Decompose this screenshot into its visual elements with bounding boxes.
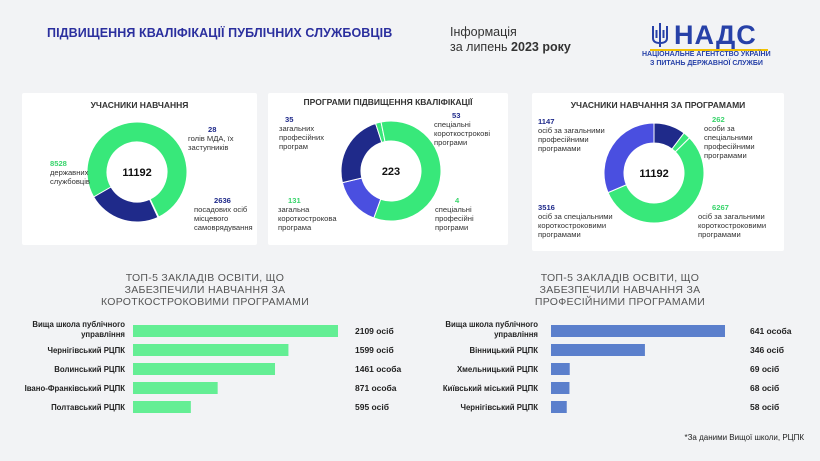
bar-category-label: Волинський РЦПК [54, 365, 125, 374]
bar-chart-title-professional: ТОП-5 ЗАКЛАДІВ ОСВІТИ, ЩО ЗАБЕЗПЕЧИЛИ НА… [534, 272, 706, 308]
donut-participants: 11192 [86, 121, 188, 223]
bar-category-label: Полтавський РЦПК [51, 403, 125, 412]
donut-slice [607, 137, 705, 224]
card-participants-by-program: УЧАСНИКИ НАВЧАННЯ ЗА ПРОГРАМАМИ 11192 11… [532, 93, 784, 251]
donut-label: 262 особи за спеціальними професійними пр… [704, 115, 755, 160]
donut-center-value: 11192 [639, 168, 668, 180]
donut-label: 1147 осіб за загальними професійними прог… [538, 117, 605, 153]
donut-center-value: 223 [382, 166, 400, 178]
footnote: *За даними Вищої школи, РЦПК [684, 433, 804, 442]
card-title: УЧАСНИКИ НАВЧАННЯ ЗА ПРОГРАМАМИ [570, 100, 746, 110]
bar-value-label: 69 осіб [750, 364, 779, 374]
bar-category-label: управління [81, 330, 125, 339]
bar [133, 401, 191, 413]
bar [551, 401, 567, 413]
donut-label: 3516 осіб за спеціальними короткострокови… [538, 203, 613, 239]
bar [551, 382, 570, 394]
donut-participants-by-program: 11192 [603, 122, 705, 224]
donut-label: 4 спеціальні професійні програми [435, 196, 474, 232]
bar-value-label: 58 осіб [750, 402, 779, 412]
donut-slice [93, 186, 159, 223]
bar-value-label: 641 особа [750, 326, 792, 336]
logo-subtitle-2: З ПИТАНЬ ДЕРЖАВНОЇ СЛУЖБИ [650, 60, 763, 67]
bar-value-label: 68 осіб [750, 383, 779, 393]
bar [551, 344, 645, 356]
bar [133, 363, 276, 375]
bar-value-label: 595 осіб [355, 402, 389, 412]
bar-category-label: Хмельницький РЦПК [457, 365, 538, 374]
donut-slice [373, 120, 442, 222]
bar-category-label: Київський міський РЦПК [443, 384, 538, 393]
donut-label: 2636 посадових осіб місцевого самоврядува… [194, 196, 253, 232]
bar-value-label: 2109 осіб [355, 326, 394, 336]
bar-category-label: управління [494, 330, 538, 339]
bar-chart-title-short: ТОП-5 ЗАКЛАДІВ ОСВІТИ, ЩО ЗАБЕЗПЕЧИЛИ НА… [100, 272, 310, 308]
donut-slice [340, 122, 383, 184]
trident-icon [652, 23, 668, 47]
bar-category-label: Вища школа публічного [445, 320, 538, 329]
bar-category-label: Чернігівський РЦПК [47, 346, 125, 355]
info-period: за липень 2023 року [450, 40, 571, 54]
donut-label: 35 загальних професійних програм [279, 115, 324, 151]
donut-label: 28 голів МДА, їх заступників [188, 125, 234, 152]
bar [133, 382, 218, 394]
bar [133, 325, 338, 337]
donut-programs: 223 [340, 120, 442, 222]
donut-label: 131 загальна короткострокова програма [278, 196, 337, 232]
bar-value-label: 1599 осіб [355, 345, 394, 355]
donut-label: 53 спеціальні короткострокові програми [434, 111, 491, 147]
bar-category-label: Івано-Франківський РЦПК [25, 384, 126, 393]
card-title: ПРОГРАМИ ПІДВИЩЕННЯ КВАЛІФІКАЦІЇ [303, 97, 473, 107]
donut-slice [603, 122, 655, 194]
donut-slice [86, 121, 188, 218]
page-title: ПІДВИЩЕННЯ КВАЛІФІКАЦІЇ ПУБЛІЧНИХ СЛУЖБО… [47, 26, 393, 40]
logo-divider [650, 49, 768, 51]
bar-value-label: 346 осіб [750, 345, 784, 355]
donut-label: 8528 державних службовців [50, 159, 90, 186]
bar-category-label: Вінницький РЦПК [469, 346, 538, 355]
bar-value-label: 1461 особа [355, 364, 402, 374]
card-programs: ПРОГРАМИ ПІДВИЩЕННЯ КВАЛІФІКАЦІЇ 223 35 з… [268, 93, 508, 245]
info-label: Інформація [450, 25, 517, 39]
bar [551, 363, 570, 375]
logo-wordmark: НАДС [674, 20, 757, 50]
card-title: УЧАСНИКИ НАВЧАННЯ [90, 100, 189, 110]
bar [551, 325, 725, 337]
bar-category-label: Чернігівський РЦПК [460, 403, 538, 412]
donut-label: 6267 осіб за загальними короткостроковими… [698, 203, 767, 239]
bar [133, 344, 289, 356]
bar-category-label: Вища школа публічного [32, 320, 125, 329]
logo-subtitle-1: НАЦІОНАЛЬНЕ АГЕНТСТВО УКРАЇНИ [642, 51, 771, 58]
bar-value-label: 871 особа [355, 383, 397, 393]
donut-center-value: 11192 [122, 167, 151, 179]
card-participants: УЧАСНИКИ НАВЧАННЯ 11192 8528 державних сл… [22, 93, 257, 245]
